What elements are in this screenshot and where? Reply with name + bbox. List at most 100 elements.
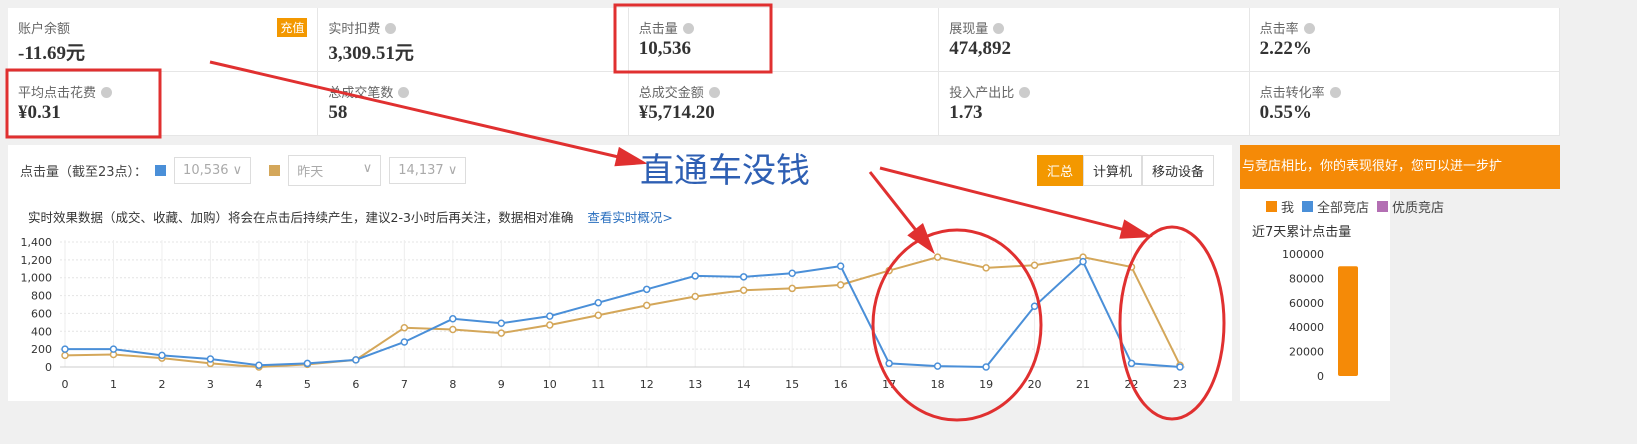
annotation-text: 直通车没钱: [640, 151, 810, 191]
metric-label-text: 总成交金额: [638, 86, 704, 101]
metric-label: 总成交笔数: [328, 82, 617, 101]
metric-value: 10,536: [638, 38, 692, 59]
data-point: [788, 269, 796, 277]
metric-label: 点击转化率: [1260, 82, 1549, 101]
bar-y-tick-label: 60000: [1289, 297, 1324, 310]
metric-label: 点击量: [639, 18, 928, 37]
help-icon[interactable]: [708, 87, 720, 98]
metric-label-text: 展现量: [949, 22, 989, 37]
data-point: [109, 345, 118, 353]
data-point: [1176, 363, 1184, 371]
compare-value: 14,137: [398, 163, 444, 178]
data-point: [255, 361, 263, 369]
data-point: [836, 262, 845, 270]
metric-label-text: 账户余额: [18, 22, 71, 37]
x-tick-label: 18: [931, 378, 945, 391]
compare-select[interactable]: 昨天 ∨: [288, 155, 382, 186]
metric-label-text: 投入产出比: [949, 86, 1015, 101]
metric-value: 1.73: [949, 102, 983, 123]
tab-computer[interactable]: 计算机: [1082, 155, 1142, 186]
data-point: [61, 351, 69, 360]
recharge-button[interactable]: 充值: [277, 18, 308, 37]
annotation-arrow: [879, 166, 1146, 237]
annotation-arrow: [209, 60, 641, 164]
help-icon[interactable]: [1329, 87, 1341, 98]
metric-label-text: 点击率: [1259, 22, 1299, 37]
metric-card: 点击率 2.22%: [1249, 8, 1560, 72]
data-point: [933, 362, 942, 370]
help-icon[interactable]: [398, 87, 410, 98]
metric-value: 474,892: [949, 38, 1011, 59]
legend-label: 全部竞店: [1317, 201, 1370, 216]
y-tick-label: 800: [31, 290, 52, 303]
compare-label: 昨天: [297, 165, 324, 180]
x-tick-label: 2: [158, 378, 165, 391]
metric-label-text: 总成交笔数: [328, 86, 394, 101]
highlight-box: [5, 68, 162, 139]
tab-summary[interactable]: 汇总: [1036, 155, 1083, 186]
x-tick-label: 14: [737, 378, 751, 391]
realtime-overview-link[interactable]: 查看实时概况>: [587, 210, 673, 225]
data-point: [546, 321, 554, 329]
bar-y-tick-label: 0: [1317, 370, 1324, 383]
metric-card: 点击转化率 0.55%: [1249, 72, 1560, 136]
metric-value: -11.69元: [18, 43, 86, 64]
y-tick-label: 400: [31, 325, 52, 338]
metric-label: 点击率: [1260, 18, 1549, 37]
y-tick-label: 600: [31, 307, 52, 320]
y-tick-label: 200: [31, 343, 52, 356]
arrowhead-icon: [1119, 219, 1153, 239]
help-icon[interactable]: [1019, 87, 1031, 98]
legend-label: 优质竞店: [1392, 201, 1445, 216]
legend-swatch: [1302, 201, 1314, 212]
data-point: [691, 292, 699, 301]
metric-label: 账户余额: [18, 18, 307, 37]
metric-label: 投入产出比: [949, 82, 1238, 101]
compare-value-select[interactable]: 14,137 ∨: [389, 157, 467, 184]
series-line: [64, 256, 1181, 369]
legend-swatch: [1377, 201, 1389, 212]
data-point: [497, 319, 506, 327]
bar-y-tick-label: 80000: [1289, 272, 1324, 285]
today-select[interactable]: 10,536 ∨: [174, 157, 252, 184]
data-point: [1030, 302, 1039, 311]
metric-value: 0.55%: [1259, 102, 1312, 123]
y-tick-label: 1,000: [21, 272, 53, 285]
x-tick-label: 0: [62, 378, 69, 391]
data-point: [739, 273, 748, 281]
chart-toolbar: 点击量（截至23点）： 10,536 ∨ 昨天 ∨ 14,137 ∨: [20, 155, 467, 186]
today-swatch: [155, 165, 167, 176]
data-point: [594, 311, 603, 319]
metric-value: 58: [328, 102, 348, 123]
x-tick-label: 13: [688, 378, 702, 391]
x-tick-label: 23: [1173, 378, 1187, 391]
metric-label: 实时扣费: [328, 18, 617, 37]
bar-y-tick-label: 100000: [1282, 248, 1324, 261]
highlight-box: [613, 3, 773, 74]
today-value: 10,536: [183, 163, 229, 178]
metrics-grid: 账户余额 -11.69元 充值 实时扣费 3,309.51元 点击量 10,536 展现量 47…: [8, 8, 1560, 136]
data-point: [497, 329, 506, 337]
data-point: [642, 285, 651, 294]
metric-card: 投入产出比 1.73: [939, 72, 1250, 136]
help-icon[interactable]: [682, 23, 694, 34]
metric-card: 总成交金额 ¥5,714.20: [628, 72, 940, 136]
x-tick-label: 10: [543, 378, 557, 391]
metric-value: ¥5,714.20: [638, 102, 715, 123]
data-point: [449, 325, 457, 334]
x-tick-label: 6: [352, 378, 359, 391]
x-tick-label: 21: [1076, 378, 1090, 391]
help-icon[interactable]: [993, 23, 1005, 34]
legend-swatch: [1266, 201, 1277, 212]
data-point: [206, 355, 215, 363]
help-icon[interactable]: [101, 87, 113, 98]
help-icon[interactable]: [1303, 23, 1315, 34]
tab-mobile[interactable]: 移动设备: [1141, 155, 1214, 186]
help-icon[interactable]: [385, 23, 397, 34]
data-point: [788, 284, 796, 293]
x-tick-label: 19: [979, 378, 993, 391]
x-tick-label: 15: [785, 378, 799, 391]
data-point: [739, 286, 748, 294]
metric-label-text: 点击转化率: [1259, 86, 1325, 101]
